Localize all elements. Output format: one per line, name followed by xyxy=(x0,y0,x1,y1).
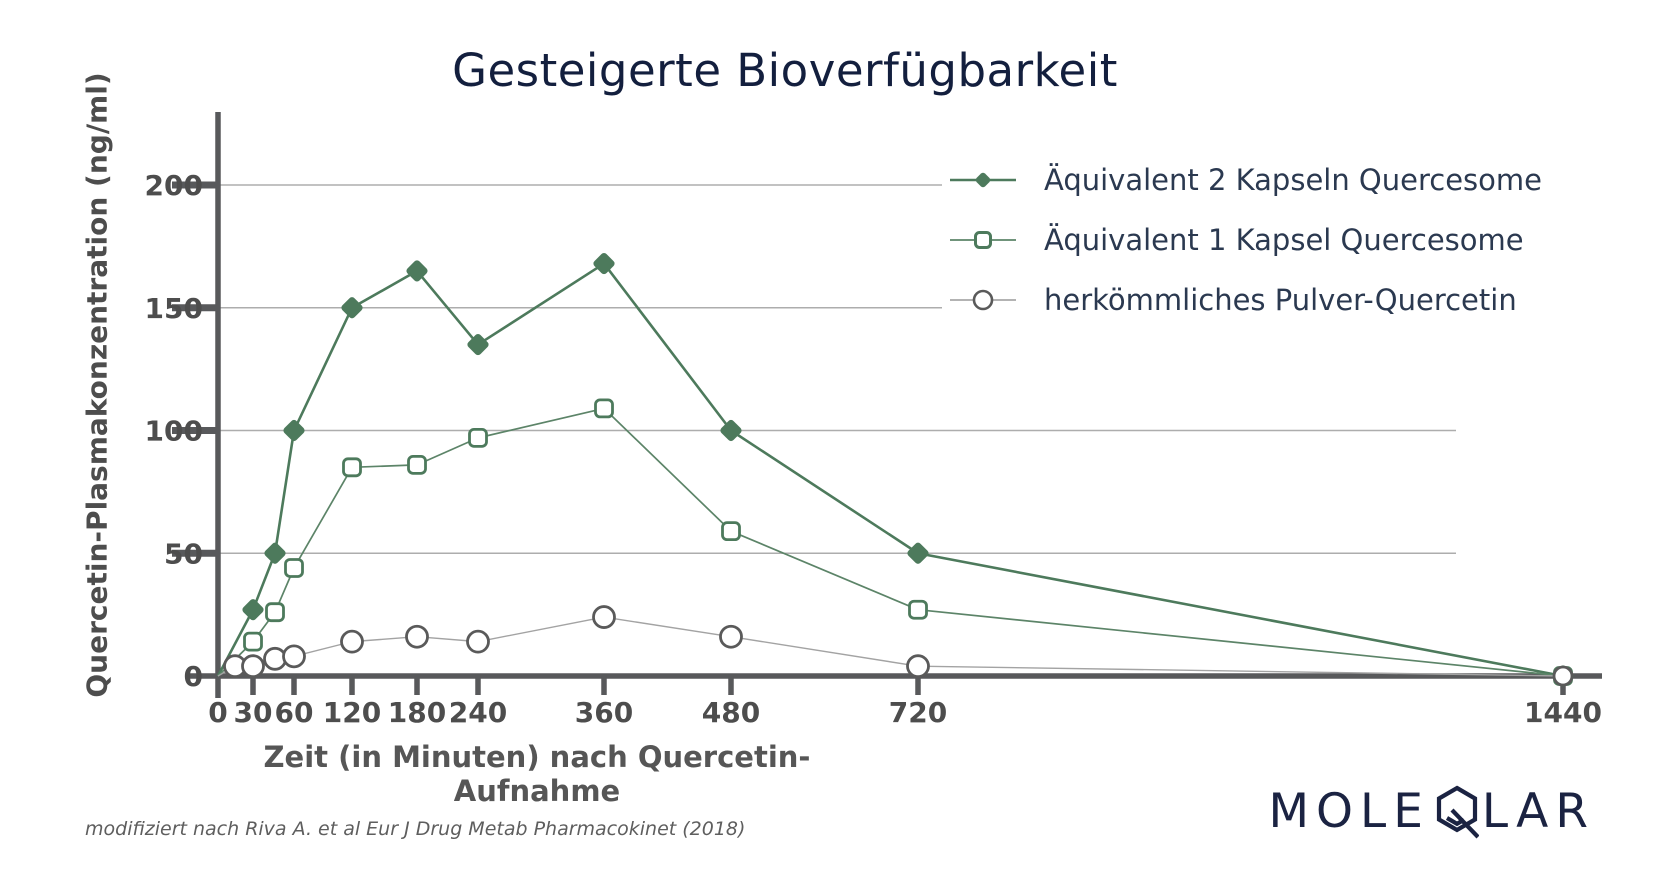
y-tick-label: 150 xyxy=(145,292,203,325)
data-point-diamond xyxy=(593,252,615,275)
y-tick-label: 0 xyxy=(184,660,203,693)
data-point-circle xyxy=(340,629,364,654)
open-circle-marker-icon xyxy=(950,289,1016,311)
x-tick-label: 180 xyxy=(388,696,446,729)
legend: Äquivalent 2 Kapseln Quercesome Äquivale… xyxy=(942,150,1548,330)
legend-label: herkömmliches Pulver-Quercetin xyxy=(1044,283,1517,317)
x-tick-label: 360 xyxy=(575,696,633,729)
hexagon-q-icon xyxy=(1436,785,1479,838)
y-tick-label: 200 xyxy=(145,169,203,202)
logo-text-left: MOLE xyxy=(1268,784,1430,839)
x-tick-label: 60 xyxy=(275,696,314,729)
x-tick-label: 720 xyxy=(889,696,947,729)
x-tick-label: 120 xyxy=(323,696,381,729)
legend-label: Äquivalent 1 Kapsel Quercesome xyxy=(1044,223,1524,257)
data-point-diamond xyxy=(907,542,929,564)
data-point-square xyxy=(594,398,614,419)
open-square-marker-icon xyxy=(950,231,1016,249)
legend-item-1-kapsel: Äquivalent 1 Kapsel Quercesome xyxy=(942,210,1548,270)
data-point-circle xyxy=(1552,665,1574,687)
data-point-square xyxy=(407,454,427,475)
data-point-square xyxy=(721,521,741,542)
data-point-diamond xyxy=(720,419,742,442)
source-citation: modifiziert nach Riva A. et al Eur J Dru… xyxy=(85,818,746,840)
data-point-circle xyxy=(263,646,287,671)
data-point-circle xyxy=(592,605,616,629)
data-point-square xyxy=(908,599,928,620)
moleqlar-logo: MOLE LAR xyxy=(1268,784,1595,839)
data-point-circle xyxy=(282,644,306,669)
data-point-square xyxy=(342,457,362,478)
chart-title: Gesteigerte Bioverfügbarkeit xyxy=(452,44,1118,97)
logo-text-right: LAR xyxy=(1481,784,1595,839)
y-axis-title: Quercetin-Plasmakonzentration (ng/ml) xyxy=(80,72,114,698)
x-axis-title: Zeit (in Minuten) nach Quercetin-Aufnahm… xyxy=(263,740,811,808)
x-tick-label: 0 xyxy=(208,696,227,729)
x-tick-label: 1440 xyxy=(1524,696,1602,729)
data-point-circle xyxy=(241,654,265,679)
y-tick-label: 100 xyxy=(145,415,203,448)
data-point-square xyxy=(265,602,285,623)
data-point-diamond xyxy=(283,419,305,442)
data-point-circle xyxy=(719,624,743,649)
legend-item-pulver: herkömmliches Pulver-Quercetin xyxy=(942,270,1548,330)
x-tick-label: 30 xyxy=(234,696,273,729)
data-point-diamond xyxy=(264,542,286,564)
data-point-diamond xyxy=(242,599,264,621)
x-tick-label: 240 xyxy=(449,696,507,729)
data-point-diamond xyxy=(467,334,489,356)
y-tick-label: 50 xyxy=(164,537,203,570)
data-point-square xyxy=(468,427,488,448)
data-point-circle xyxy=(906,654,930,679)
legend-item-2-kapseln: Äquivalent 2 Kapseln Quercesome xyxy=(942,150,1548,210)
data-point-circle xyxy=(466,629,490,654)
data-point-circle xyxy=(405,624,429,649)
data-point-square xyxy=(284,558,304,578)
data-point-square xyxy=(243,631,263,652)
filled-diamond-marker-icon xyxy=(950,172,1016,188)
legend-label: Äquivalent 2 Kapseln Quercesome xyxy=(1044,163,1542,197)
data-point-diamond xyxy=(406,260,428,282)
x-tick-label: 480 xyxy=(702,696,760,729)
data-point-diamond xyxy=(341,297,363,319)
